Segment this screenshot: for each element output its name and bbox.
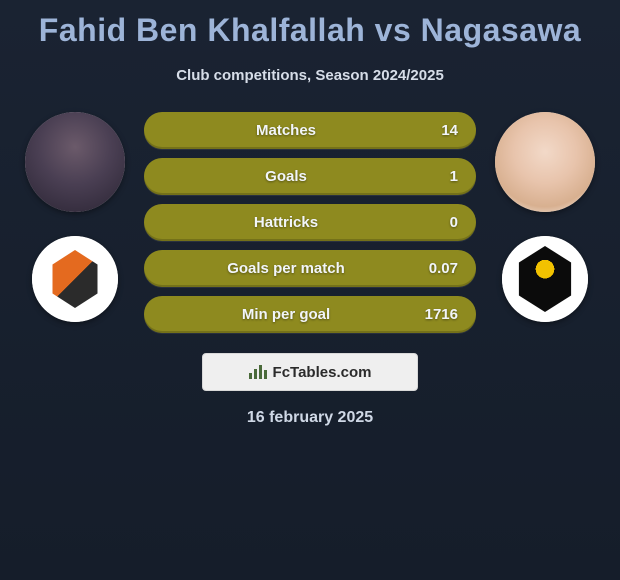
- comparison-title: Fahid Ben Khalfallah vs Nagasawa: [0, 0, 620, 49]
- comparison-main-row: Matches14 Goals1 Hattricks0 Goals per match…: [0, 112, 620, 333]
- left-player-column: [20, 112, 130, 322]
- stat-row: Goals per match0.07: [144, 250, 476, 287]
- right-team-logo: [502, 236, 588, 322]
- stats-column: Matches14 Goals1 Hattricks0 Goals per match…: [130, 112, 490, 333]
- right-player-avatar: [495, 112, 595, 212]
- branding-text: FcTables.com: [273, 364, 372, 381]
- stat-label: Hattricks: [162, 214, 410, 231]
- stat-value-right: 0: [410, 214, 458, 231]
- player-face-placeholder: [495, 112, 595, 212]
- team-crest-placeholder: [32, 236, 118, 322]
- player-face-placeholder: [25, 112, 125, 212]
- stat-value-right: 0.07: [410, 260, 458, 277]
- stat-value-right: 1: [410, 168, 458, 185]
- stat-label: Goals per match: [162, 260, 410, 277]
- stat-row: Goals1: [144, 158, 476, 195]
- stat-label: Matches: [162, 122, 410, 139]
- right-player-column: [490, 112, 600, 322]
- stat-label: Goals: [162, 168, 410, 185]
- comparison-subtitle: Club competitions, Season 2024/2025: [0, 67, 620, 84]
- stat-row: Hattricks0: [144, 204, 476, 241]
- stat-row: Min per goal1716: [144, 296, 476, 333]
- team-crest-placeholder: [502, 236, 588, 322]
- stat-value-right: 1716: [410, 306, 458, 323]
- left-team-logo: [32, 236, 118, 322]
- comparison-date: 16 february 2025: [0, 409, 620, 427]
- stat-value-right: 14: [410, 122, 458, 139]
- branding-bars-icon: [249, 365, 267, 379]
- stat-label: Min per goal: [162, 306, 410, 323]
- left-player-avatar: [25, 112, 125, 212]
- stat-row: Matches14: [144, 112, 476, 149]
- branding-badge: FcTables.com: [202, 353, 418, 391]
